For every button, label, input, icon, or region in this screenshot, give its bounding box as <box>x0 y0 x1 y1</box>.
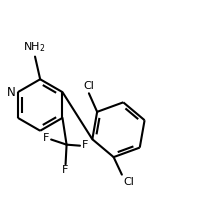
Text: N: N <box>7 86 15 99</box>
Text: Cl: Cl <box>83 81 94 91</box>
Text: Cl: Cl <box>123 177 134 187</box>
Text: F: F <box>82 140 88 150</box>
Text: F: F <box>43 134 49 143</box>
Text: F: F <box>62 165 69 175</box>
Text: NH$_2$: NH$_2$ <box>23 40 45 54</box>
